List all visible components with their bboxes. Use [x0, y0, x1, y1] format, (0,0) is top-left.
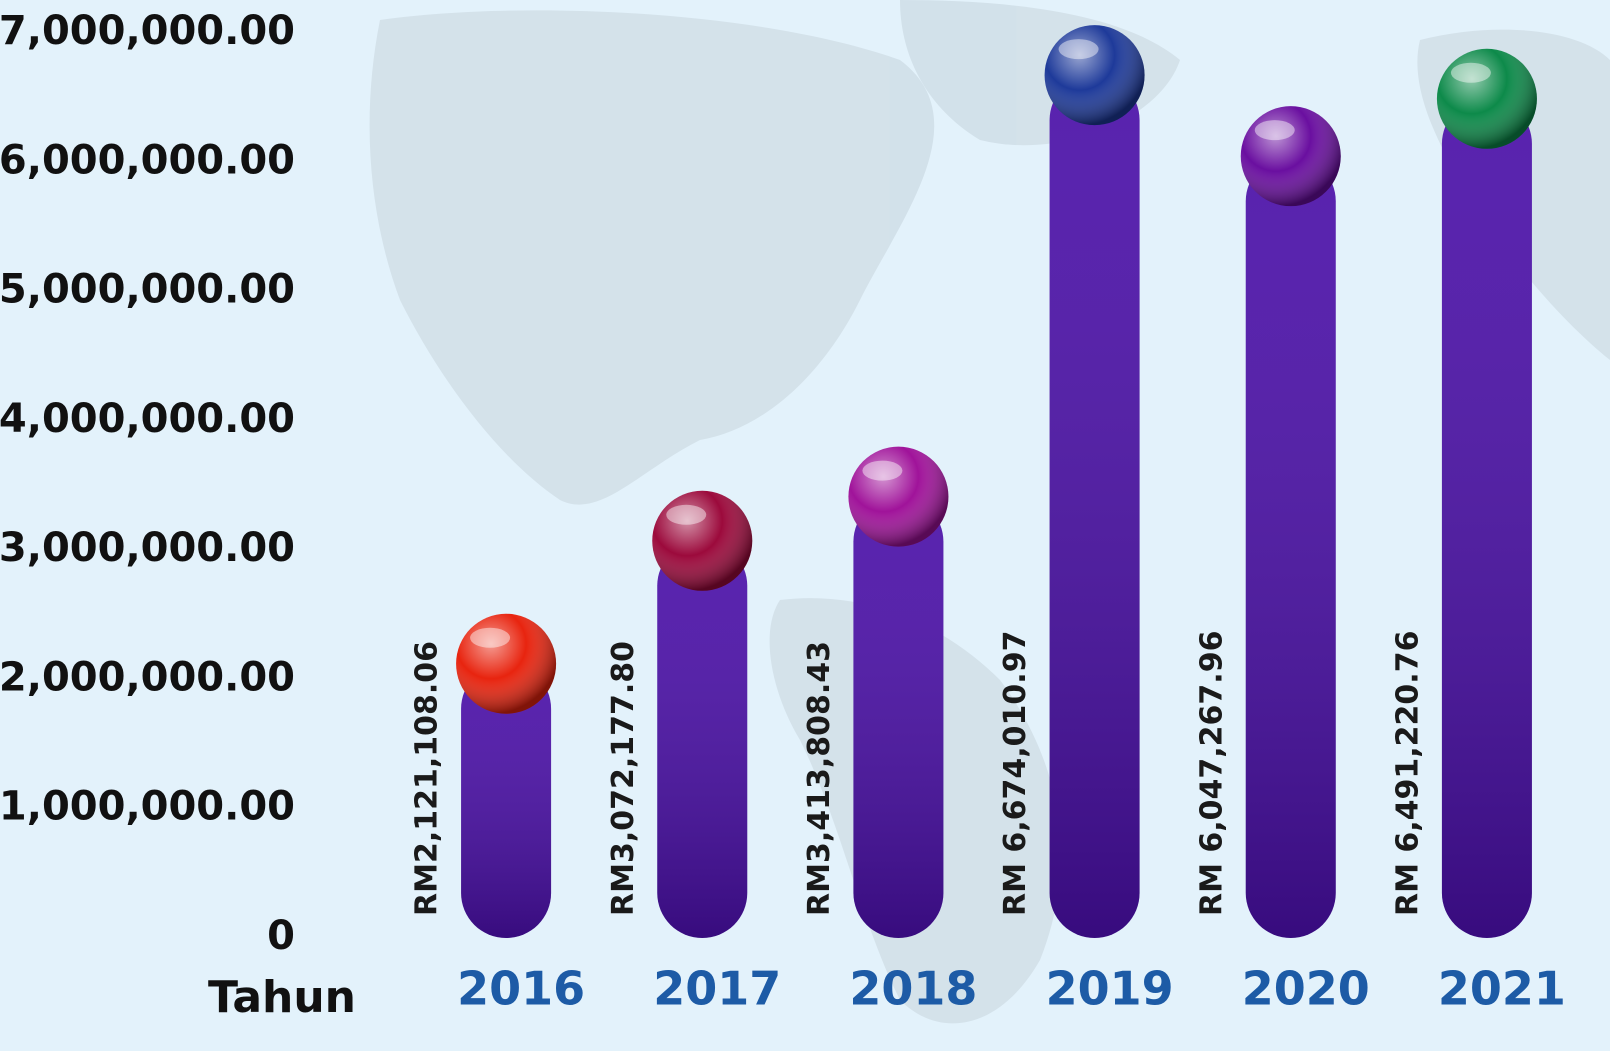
marker-shine	[1436, 48, 1537, 149]
bar-shade	[853, 496, 944, 938]
value-label: RM3,413,808.43	[802, 641, 837, 916]
bar-shade	[1245, 156, 1336, 939]
y-tick-label: 7,000,000.00	[0, 8, 295, 54]
marker-highlight	[1254, 120, 1295, 141]
y-tick-label: 4,000,000.00	[0, 396, 295, 442]
marker-shine	[1044, 25, 1145, 126]
bar-shade	[1049, 75, 1140, 938]
value-label: RM 6,047,267.96	[1194, 631, 1229, 916]
y-tick-label: 6,000,000.00	[0, 137, 295, 183]
x-tick-label: 2017	[653, 962, 781, 1016]
value-label: RM 6,491,220.76	[1390, 631, 1425, 916]
y-tick-label: 3,000,000.00	[0, 525, 295, 571]
marker-highlight	[862, 460, 903, 481]
y-tick-label: 1,000,000.00	[0, 784, 295, 830]
x-tick-label: 2019	[1046, 962, 1174, 1016]
x-tick-label: 2018	[849, 962, 977, 1016]
marker-shine	[1240, 106, 1341, 207]
x-tick-label: 2020	[1242, 962, 1370, 1016]
bar-shade	[1441, 98, 1532, 938]
x-axis-title: Tahun	[208, 972, 356, 1023]
value-label: RM 6,674,010.97	[998, 631, 1033, 916]
bar-shade	[657, 540, 748, 938]
marker-highlight	[470, 627, 511, 648]
marker-highlight	[1058, 39, 1099, 60]
marker-shine	[652, 490, 753, 591]
bar-shade	[461, 663, 552, 938]
value-label: RM3,072,177.80	[606, 641, 641, 916]
y-tick-label: 0	[267, 913, 295, 959]
y-tick-label: 5,000,000.00	[0, 267, 295, 313]
y-tick-label: 2,000,000.00	[0, 654, 295, 700]
marker-shine	[456, 613, 557, 714]
value-label: RM2,121,108.06	[410, 641, 445, 916]
x-tick-label: 2021	[1438, 962, 1566, 1016]
marker-highlight	[1450, 62, 1491, 83]
x-tick-label: 2016	[457, 962, 585, 1016]
marker-highlight	[666, 504, 707, 525]
marker-shine	[848, 446, 949, 547]
